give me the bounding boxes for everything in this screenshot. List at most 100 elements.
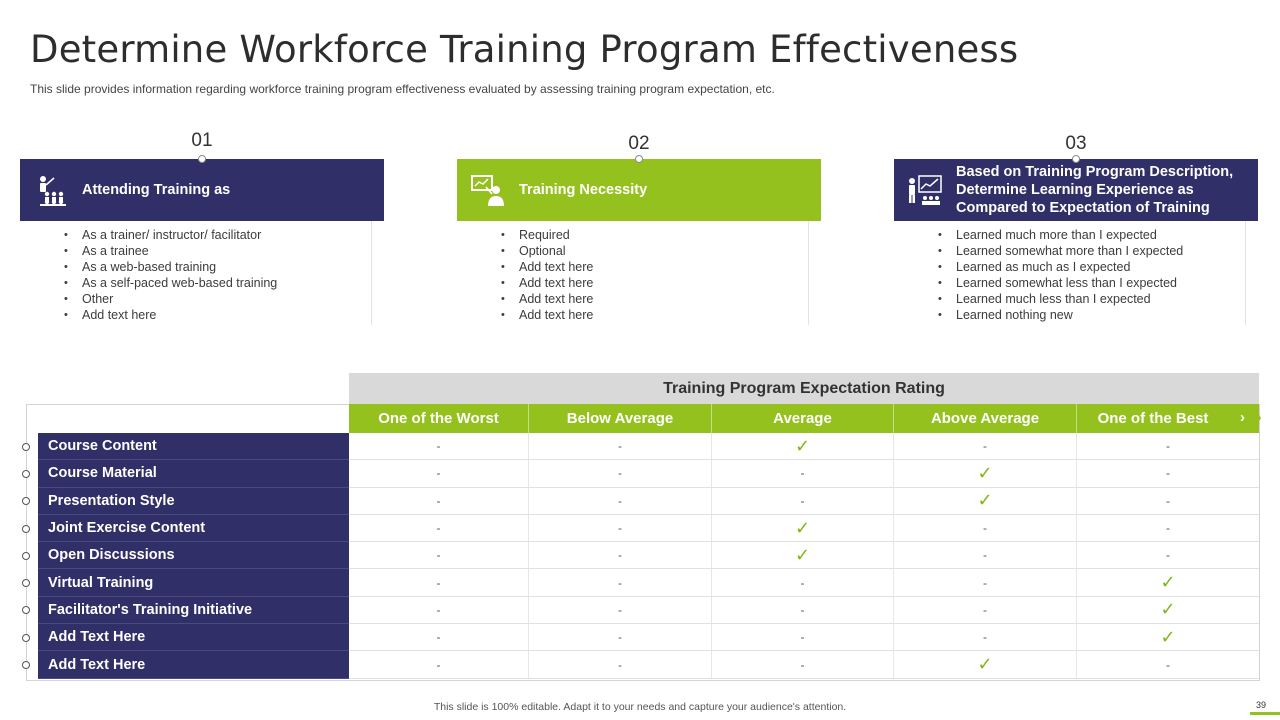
- rating-column-headers: One of the Worst Below Average Average Abov…: [349, 404, 1259, 433]
- bullet-list: Required Optional Add text here Add text…: [457, 221, 809, 325]
- empty-cell: -: [712, 651, 894, 679]
- rating-column-label: Average: [773, 410, 832, 427]
- row-label: Facilitator's Training Initiative: [38, 596, 349, 625]
- list-item: As a trainee: [64, 243, 371, 259]
- rating-column-header: Above Average: [894, 404, 1077, 433]
- row-label: Add Text Here: [38, 651, 349, 679]
- row-marker: [22, 442, 30, 451]
- list-item: As a self-paced web-based training: [64, 275, 371, 291]
- list-item: Learned much more than I expected: [938, 227, 1245, 243]
- column-header: Training Necessity: [457, 159, 821, 221]
- list-item: Optional: [501, 243, 808, 259]
- list-item: Learned somewhat more than I expected: [938, 243, 1245, 259]
- rating-column-label: One of the Worst: [378, 410, 499, 427]
- check-mark-icon: ✓: [712, 542, 894, 570]
- row-label: Course Material: [38, 460, 349, 488]
- empty-cell: -: [349, 514, 529, 543]
- empty-cell: -: [529, 651, 712, 679]
- row-label: Add Text Here: [38, 624, 349, 652]
- empty-cell: -: [894, 569, 1077, 597]
- row-label: Presentation Style: [38, 487, 349, 515]
- row-marker: [22, 606, 30, 615]
- empty-cell: -: [349, 569, 529, 597]
- check-mark-icon: ✓: [712, 514, 894, 543]
- presentation-board-icon: [457, 159, 519, 221]
- empty-cell: -: [1077, 433, 1259, 461]
- rating-column-label: One of the Best: [1097, 410, 1209, 427]
- bullet-list: Learned much more than I expected Learne…: [894, 221, 1246, 325]
- timeline-dot: [198, 155, 206, 163]
- arrow-tip: [1252, 404, 1261, 432]
- empty-cell: -: [712, 569, 894, 597]
- list-item: Other: [64, 291, 371, 307]
- empty-cell: -: [1077, 488, 1259, 515]
- empty-cell: -: [349, 433, 529, 461]
- empty-cell: -: [894, 624, 1077, 652]
- empty-cell: -: [529, 514, 712, 543]
- empty-cell: -: [529, 433, 712, 461]
- chart-presenter-icon: [894, 159, 956, 221]
- column-header: Attending Training as: [20, 159, 384, 221]
- empty-cell: -: [349, 487, 529, 515]
- table-row: Course Content - - ✓ - -: [22, 433, 1260, 461]
- rating-column-header: Below Average: [529, 404, 712, 433]
- check-mark-icon: ✓: [1077, 597, 1259, 625]
- rating-column-header: One of the Worst: [349, 404, 529, 433]
- column-header: Based on Training Program Description, D…: [894, 159, 1258, 221]
- chevron-right-icon: ›: [1240, 409, 1245, 426]
- timeline-dot: [635, 155, 643, 163]
- slide-subtitle: This slide provides information regardin…: [30, 82, 775, 96]
- column-heading: Based on Training Program Description, D…: [956, 164, 1234, 216]
- list-item: As a trainer/ instructor/ facilitator: [64, 227, 371, 243]
- check-mark-icon: ✓: [1077, 624, 1259, 652]
- page-number: 39: [1256, 700, 1267, 710]
- footer-note: This slide is 100% editable. Adapt it to…: [433, 701, 847, 713]
- table-row: Add Text Here - - - - ✓: [22, 624, 1260, 652]
- rating-column-label: Above Average: [930, 410, 1040, 427]
- check-mark-icon: ✓: [894, 487, 1077, 515]
- empty-cell: -: [529, 542, 712, 570]
- row-marker: [22, 497, 30, 506]
- empty-cell: -: [529, 624, 712, 652]
- list-item: Add text here: [501, 259, 808, 275]
- list-item: Learned nothing new: [938, 307, 1245, 323]
- empty-cell: -: [894, 433, 1077, 461]
- empty-cell: -: [1077, 542, 1259, 570]
- table-row: Course Material - - - ✓ -: [22, 460, 1260, 488]
- empty-cell: -: [349, 542, 529, 570]
- table-row: Joint Exercise Content - - ✓ - -: [22, 514, 1260, 543]
- empty-cell: -: [712, 487, 894, 515]
- empty-cell: -: [349, 651, 529, 679]
- table-row: Add Text Here - - - ✓ -: [22, 651, 1260, 679]
- rating-table: Training Program Expectation Rating One …: [22, 373, 1261, 681]
- list-item: Learned as much as I expected: [938, 259, 1245, 275]
- empty-cell: -: [529, 596, 712, 625]
- check-mark-icon: ✓: [1077, 569, 1259, 597]
- row-label: Course Content: [38, 433, 349, 461]
- row-marker: [22, 661, 30, 670]
- empty-cell: -: [712, 624, 894, 652]
- empty-cell: -: [894, 596, 1077, 625]
- row-label: Virtual Training: [38, 569, 349, 597]
- row-label: Joint Exercise Content: [38, 514, 349, 543]
- check-mark-icon: ✓: [894, 651, 1077, 679]
- column-heading: Attending Training as: [82, 182, 231, 198]
- timeline-dot: [1072, 155, 1080, 163]
- list-item: Add text here: [501, 275, 808, 291]
- row-marker: [22, 633, 30, 642]
- table-row: Open Discussions - - ✓ - -: [22, 542, 1260, 570]
- empty-cell: -: [529, 460, 712, 488]
- row-marker: [22, 551, 30, 560]
- check-mark-icon: ✓: [712, 433, 894, 461]
- rating-column-header: One of the Best ›: [1077, 404, 1259, 433]
- row-marker: [22, 579, 30, 588]
- row-label: Open Discussions: [38, 542, 349, 570]
- empty-cell: -: [712, 460, 894, 488]
- empty-cell: -: [529, 487, 712, 515]
- page-number-bar: [1250, 712, 1280, 715]
- empty-cell: -: [712, 596, 894, 625]
- list-item: Learned somewhat less than I expected: [938, 275, 1245, 291]
- trainer-audience-icon: [20, 159, 82, 221]
- column-number: 02: [628, 133, 650, 154]
- slide-title: Determine Workforce Training Program Eff…: [30, 28, 1019, 71]
